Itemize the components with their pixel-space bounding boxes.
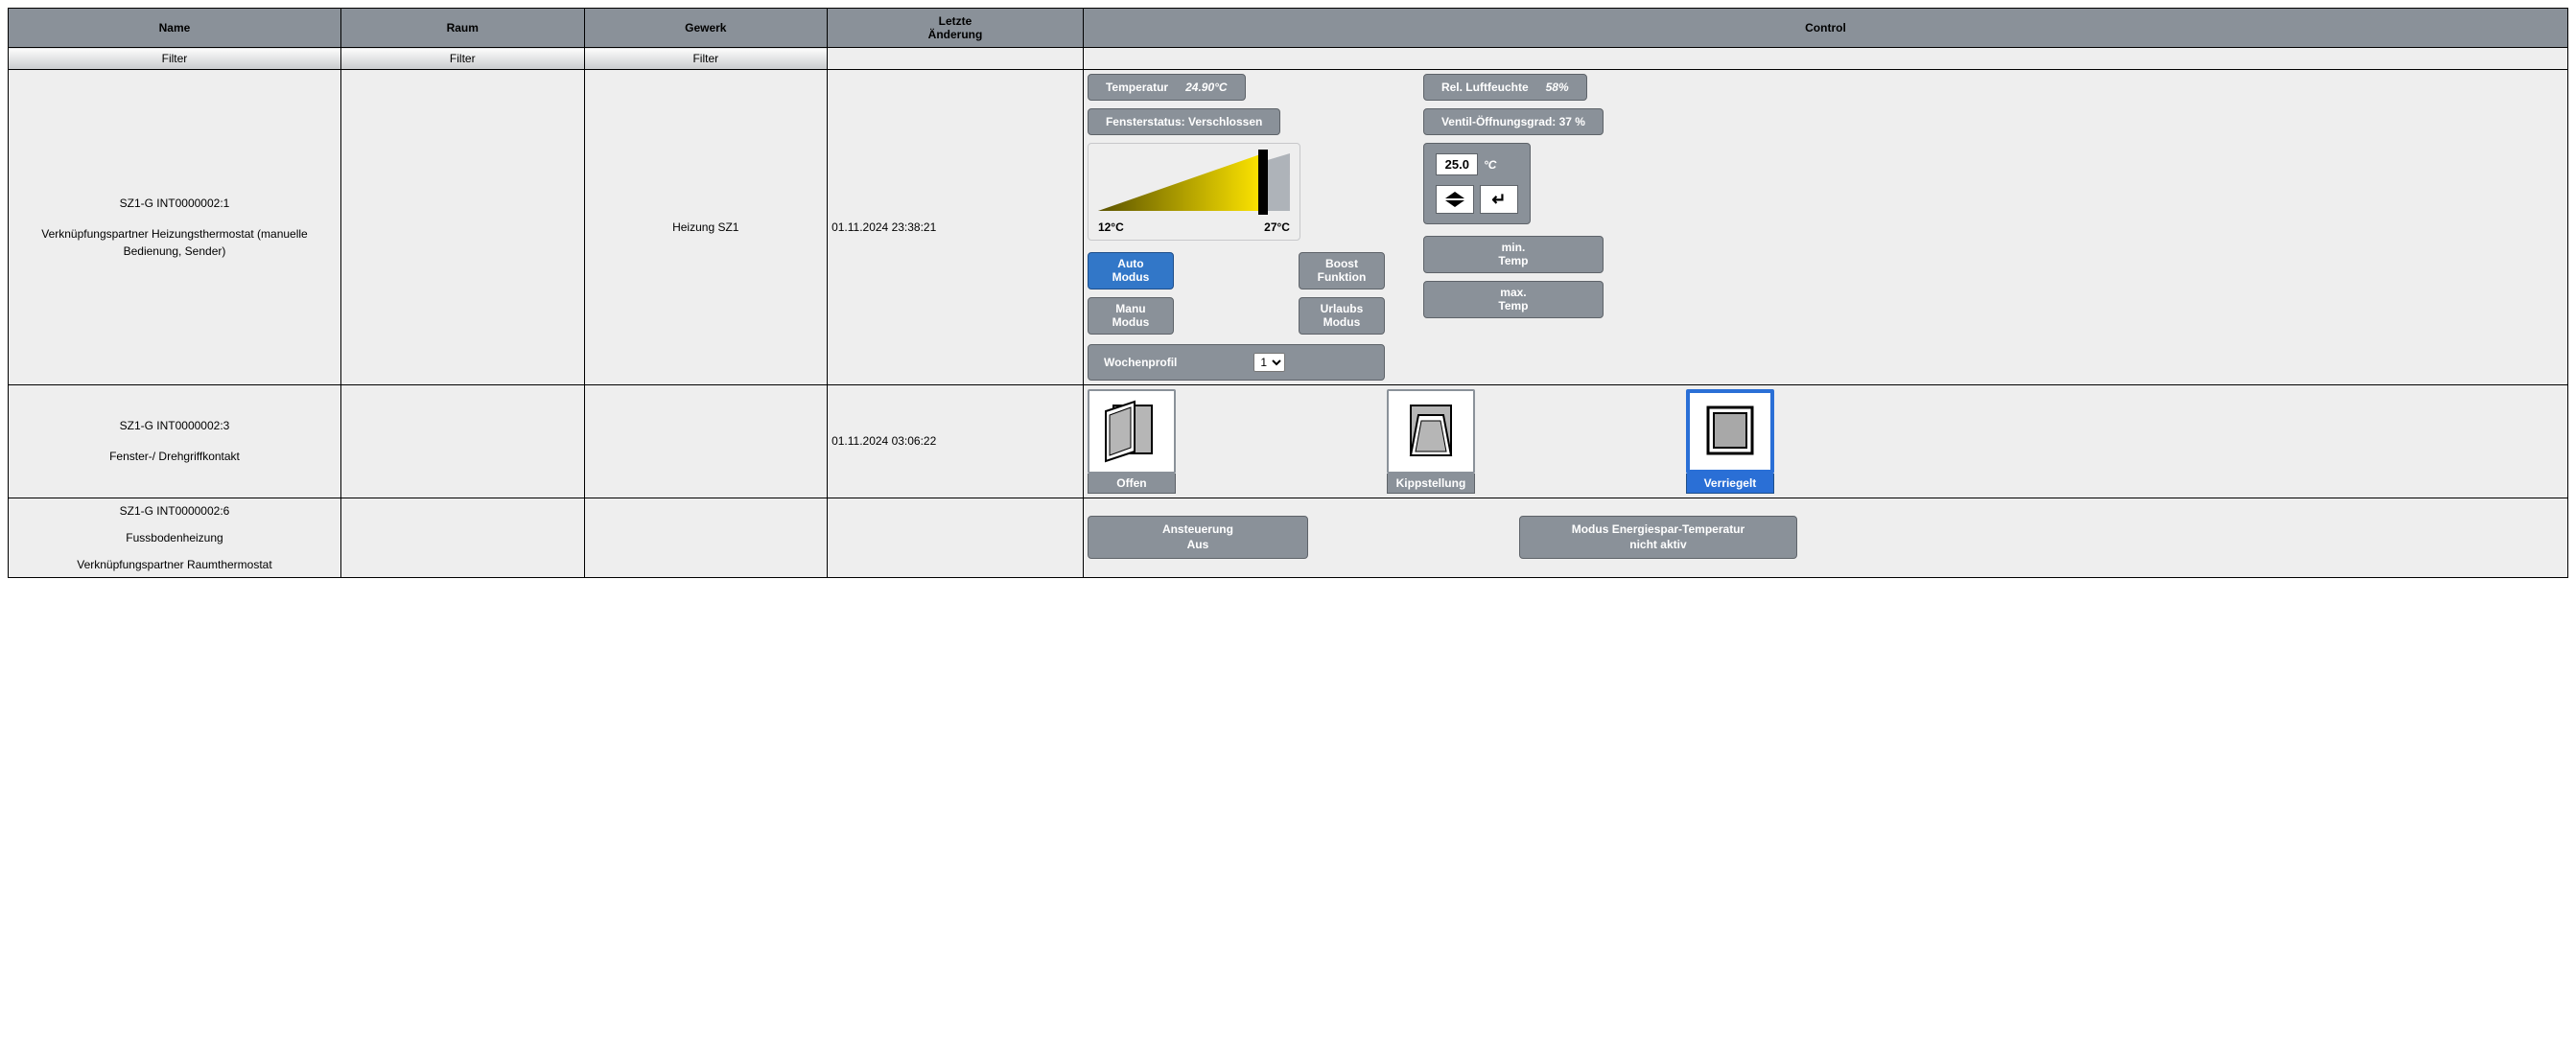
max-temp-l1: max. [1500,286,1526,299]
filter-control-empty [1083,48,2567,70]
humidity-label: Rel. Luftfeuchte [1441,81,1529,94]
humidity-readout: Rel. Luftfeuchte 58% [1423,74,1587,101]
slider-max-label: 27°C [1264,220,1290,234]
row3-device-id: SZ1-G INT0000002:6 [12,502,337,520]
window-state-open[interactable]: Offen [1088,389,1176,494]
vacation-l2: Modus [1323,315,1361,329]
arrow-up-icon [1445,192,1464,198]
col-last-change-l2: Änderung [928,28,983,41]
filter-room[interactable]: Filter [340,48,584,70]
window-status-readout: Fensterstatus: Verschlossen [1088,108,1280,135]
filter-trade[interactable]: Filter [584,48,828,70]
min-temp-l2: Temp [1498,254,1528,267]
min-temp-button[interactable]: min. Temp [1423,236,1604,273]
row2-control-cell: Offen Kippstellung [1083,384,2567,498]
setpoint-box: 25.0 °C ↵ [1423,143,1531,224]
boost-l2: Funktion [1318,270,1367,284]
row3-control-cell: Ansteuerung Aus Modus Energiespar-Temper… [1083,498,2567,577]
device-table: Name Raum Gewerk Letzte Änderung Control… [8,8,2568,578]
arrow-down-icon [1445,200,1464,207]
slider-handle[interactable] [1258,150,1268,215]
setpoint-unit: °C [1484,158,1496,172]
col-last-change[interactable]: Letzte Änderung [828,9,1084,48]
window-locked-label: Verriegelt [1686,474,1774,494]
row2-timestamp: 01.11.2024 03:06:22 [828,384,1084,498]
window-locked-icon [1686,389,1774,474]
row2-device-id: SZ1-G INT0000002:3 [12,417,337,434]
week-profile-box: Wochenprofil 1 [1088,344,1385,381]
manu-mode-button[interactable]: Manu Modus [1088,297,1174,335]
auto-mode-l2: Modus [1112,270,1150,284]
auto-mode-button[interactable]: Auto Modus [1088,252,1174,289]
window-open-icon [1088,389,1176,474]
col-trade[interactable]: Gewerk [584,9,828,48]
week-profile-label: Wochenprofil [1104,356,1177,369]
row1-trade-cell: Heizung SZ1 [584,70,828,385]
row1-room-cell [340,70,584,385]
row1-device-desc: Verknüpfungspartner Heizungsthermostat (… [12,225,337,260]
boost-l1: Boost [1325,257,1358,270]
boost-button[interactable]: Boost Funktion [1299,252,1385,289]
window-state-locked[interactable]: Verriegelt [1686,389,1774,494]
row2-room-cell [340,384,584,498]
valve-opening-readout: Ventil-Öffnungsgrad: 37 % [1423,108,1604,135]
actuation-button[interactable]: Ansteuerung Aus [1088,516,1308,559]
energysave-l1: Modus Energiespar-Temperatur [1572,522,1745,538]
row1-timestamp: 01.11.2024 23:38:21 [828,70,1084,385]
vacation-l1: Urlaubs [1321,302,1364,315]
slider-fill [1098,153,1263,211]
window-state-tilt[interactable]: Kippstellung [1387,389,1475,494]
row1-device-id: SZ1-G INT0000002:1 [12,195,337,212]
row2-trade-cell [584,384,828,498]
row1-name-cell: SZ1-G INT0000002:1 Verknüpfungspartner H… [9,70,341,385]
manu-mode-l1: Manu [1115,302,1145,315]
setpoint-confirm-button[interactable]: ↵ [1480,185,1518,214]
window-open-label: Offen [1088,474,1176,494]
min-temp-l1: min. [1502,241,1526,254]
temperature-slider[interactable]: 12°C 27°C [1088,143,1300,241]
enter-icon: ↵ [1491,191,1506,208]
energysave-l2: nicht aktiv [1629,538,1686,553]
setpoint-stepper[interactable] [1436,185,1474,214]
col-name[interactable]: Name [9,9,341,48]
filter-row: Filter Filter Filter [9,48,2568,70]
energysave-status: Modus Energiespar-Temperatur nicht aktiv [1519,516,1797,559]
valve-opening-text: Ventil-Öffnungsgrad: 37 % [1441,115,1585,128]
vacation-mode-button[interactable]: Urlaubs Modus [1299,297,1385,335]
table-row: SZ1-G INT0000002:6 Fussbodenheizung Verk… [9,498,2568,577]
table-row: SZ1-G INT0000002:3 Fenster-/ Drehgriffko… [9,384,2568,498]
col-control[interactable]: Control [1083,9,2567,48]
filter-name[interactable]: Filter [9,48,341,70]
row2-name-cell: SZ1-G INT0000002:3 Fenster-/ Drehgriffko… [9,384,341,498]
slider-min-label: 12°C [1098,220,1124,234]
row3-room-cell [340,498,584,577]
actuation-l1: Ansteuerung [1162,522,1233,538]
humidity-value: 58% [1546,81,1569,94]
row3-timestamp [828,498,1084,577]
temperature-label: Temperatur [1106,81,1168,94]
window-status-text: Fensterstatus: Verschlossen [1106,115,1262,128]
col-room[interactable]: Raum [340,9,584,48]
table-row: SZ1-G INT0000002:1 Verknüpfungspartner H… [9,70,2568,385]
row3-trade-cell [584,498,828,577]
row3-device-line2: Fussbodenheizung [12,529,337,546]
temperature-value: 24.90°C [1185,81,1228,94]
col-last-change-l1: Letzte [939,14,972,28]
filter-ts-empty [828,48,1084,70]
setpoint-value[interactable]: 25.0 [1436,153,1478,175]
window-tilt-icon [1387,389,1475,474]
row1-control-cell: Temperatur 24.90°C Fensterstatus: Versch… [1083,70,2567,385]
row3-name-cell: SZ1-G INT0000002:6 Fussbodenheizung Verk… [9,498,341,577]
header-row: Name Raum Gewerk Letzte Änderung Control [9,9,2568,48]
window-tilt-label: Kippstellung [1387,474,1475,494]
auto-mode-l1: Auto [1117,257,1143,270]
row2-device-desc: Fenster-/ Drehgriffkontakt [12,448,337,465]
manu-mode-l2: Modus [1112,315,1150,329]
max-temp-l2: Temp [1498,299,1528,313]
week-profile-select[interactable]: 1 [1253,353,1285,372]
max-temp-button[interactable]: max. Temp [1423,281,1604,318]
row3-device-line3: Verknüpfungspartner Raumthermostat [12,556,337,573]
temperature-readout: Temperatur 24.90°C [1088,74,1246,101]
actuation-l2: Aus [1187,538,1209,553]
